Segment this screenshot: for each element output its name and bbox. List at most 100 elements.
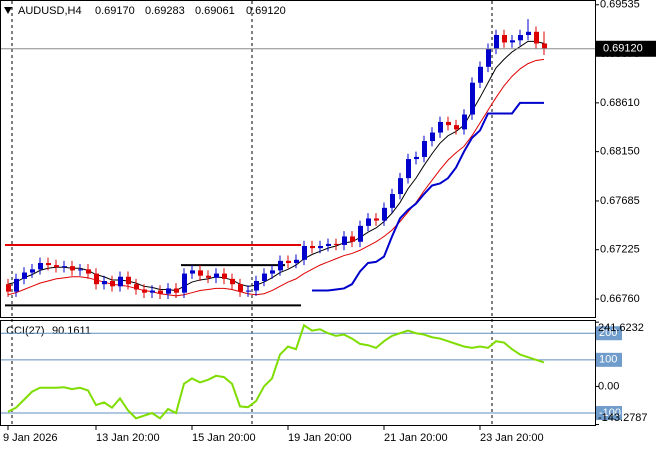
- candle-body: [350, 236, 355, 242]
- price-box-label: 0.69120: [603, 43, 643, 55]
- y-tick-label: 0.00: [598, 380, 619, 392]
- candle-body: [422, 141, 427, 157]
- candle-body: [278, 260, 283, 271]
- y-tick-label: -143.2787: [598, 412, 648, 424]
- candle-body: [262, 273, 267, 282]
- candle-body: [518, 34, 523, 41]
- candle-body: [486, 48, 491, 67]
- candle-body: [430, 132, 435, 142]
- indicator-line: [7, 58, 545, 297]
- candle-body: [14, 278, 19, 292]
- candle-body: [390, 194, 395, 208]
- candle-body: [134, 284, 139, 290]
- x-tick-label: 15 Jan 20:00: [192, 432, 256, 444]
- y-tick-label: 0.68610: [600, 97, 640, 109]
- candle-body: [150, 290, 155, 293]
- candle-body: [190, 270, 195, 274]
- candle-body: [142, 289, 147, 293]
- symbol-title: AUDUSD,H4: [18, 5, 82, 17]
- candle-body: [158, 290, 163, 294]
- candle-body: [542, 43, 547, 49]
- candle-body: [454, 125, 459, 130]
- x-tick-label: 23 Jan 20:00: [480, 432, 544, 444]
- candle-body: [526, 31, 531, 35]
- candle-body: [438, 121, 443, 133]
- price-box: [596, 40, 656, 57]
- high-label: 0.69283: [145, 5, 185, 17]
- candle-body: [478, 66, 483, 83]
- candle-body: [302, 246, 307, 260]
- candle-body: [30, 269, 35, 273]
- candle-body: [414, 156, 419, 160]
- candle-body: [310, 246, 315, 249]
- indicator-line: [7, 40, 545, 292]
- price-panel: [0, 0, 596, 318]
- cci-level-box: [596, 406, 622, 421]
- x-tick-label: 9 Jan 2026: [3, 432, 57, 444]
- candle-body: [102, 281, 107, 285]
- candle-body: [62, 266, 67, 268]
- candle-body: [46, 262, 51, 266]
- candle-body: [166, 288, 171, 294]
- x-tick-label: 21 Jan 20:00: [384, 432, 448, 444]
- x-tick-label: 13 Jan 20:00: [96, 432, 160, 444]
- candle-body: [270, 270, 275, 274]
- candle-body: [118, 276, 123, 287]
- candle-body: [502, 34, 507, 43]
- candle-body: [334, 243, 339, 245]
- y-tick-label: 241.6232: [598, 322, 644, 334]
- menu-arrow[interactable]: [4, 7, 12, 14]
- cci-level-box: [596, 352, 622, 367]
- candle-body: [326, 243, 331, 247]
- candle-body: [6, 284, 11, 292]
- cci-level-label: 200: [599, 327, 617, 339]
- candle-body: [510, 40, 515, 43]
- y-tick-label: 0.66760: [600, 293, 640, 305]
- candle-body: [22, 272, 27, 279]
- candle-body: [366, 218, 371, 226]
- y-tick-label: 0.67685: [600, 195, 640, 207]
- candle-body: [206, 275, 211, 278]
- candle-body: [382, 207, 387, 221]
- cci-line: [7, 323, 545, 420]
- candle-body: [230, 278, 235, 285]
- candle-body: [398, 178, 403, 195]
- candle-body: [286, 260, 291, 263]
- candle-body: [70, 266, 75, 271]
- candle-body: [38, 262, 43, 270]
- candle-body: [462, 114, 467, 130]
- candle-body: [342, 236, 347, 245]
- candle-body: [246, 290, 251, 292]
- candle-body: [294, 259, 299, 263]
- y-tick-label: 0.67225: [600, 244, 640, 256]
- candle-body: [78, 269, 83, 271]
- candle-body: [198, 270, 203, 276]
- open-label: 0.69170: [95, 5, 135, 17]
- candle-body: [214, 273, 219, 278]
- cci-level-label: -100: [599, 407, 621, 419]
- candle-body: [86, 269, 91, 274]
- indicator-line: [312, 101, 544, 292]
- candle-body: [222, 273, 227, 279]
- candle-body: [358, 225, 363, 242]
- candle-body: [110, 281, 115, 287]
- candle-body: [318, 246, 323, 249]
- candle-body: [534, 31, 539, 44]
- candle-body: [406, 159, 411, 179]
- cci-value: 90.1611: [52, 325, 91, 337]
- close-label: 0.69120: [246, 5, 286, 17]
- candle-body: [254, 281, 259, 291]
- candle-body: [126, 276, 131, 285]
- y-tick-label: 0.69535: [600, 0, 640, 11]
- candle-body: [54, 265, 59, 268]
- candle-body: [446, 121, 451, 126]
- cci-level-box: [596, 326, 622, 341]
- candle-body: [182, 273, 187, 293]
- candle-body: [238, 284, 243, 292]
- cci-panel: [0, 320, 596, 426]
- cci-title: CCI(27): [6, 325, 45, 337]
- low-label: 0.69061: [195, 5, 235, 17]
- y-tick-label: 0.68150: [600, 146, 640, 158]
- candle-body: [494, 34, 499, 49]
